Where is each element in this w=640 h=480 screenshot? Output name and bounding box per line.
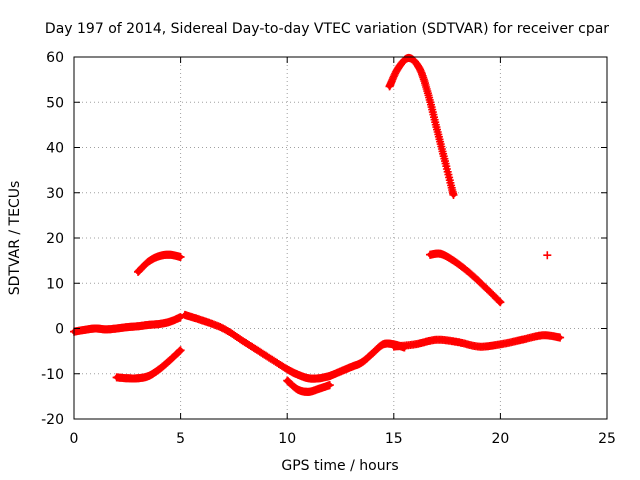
data-point-marker — [556, 333, 565, 342]
series-arc-baseline-b — [389, 331, 565, 351]
data-point-marker — [176, 253, 185, 261]
x-tick-label: 15 — [385, 431, 403, 447]
x-tick-label: 20 — [491, 431, 509, 447]
series-isolated-point — [543, 251, 552, 260]
data-point-marker — [176, 313, 185, 322]
data-point-marker — [494, 296, 503, 305]
y-tick-label: 50 — [46, 95, 64, 111]
y-tick-label: -20 — [41, 412, 64, 428]
series-layer — [70, 53, 565, 396]
y-tick-label: 60 — [46, 50, 64, 66]
data-point-marker — [543, 251, 552, 260]
x-tick-label: 25 — [598, 431, 616, 447]
y-axis-label: SDTVAR / TECUs — [7, 181, 23, 296]
y-tick-label: -10 — [41, 367, 64, 383]
series-arc-dip-lower — [283, 376, 334, 396]
y-tick-label: 20 — [46, 231, 64, 247]
tick-layer: 0 5 10 15 20 25 -20 -10 0 10 20 30 40 50 60 — [41, 50, 616, 447]
data-point-marker — [449, 191, 458, 199]
chart-title: Day 197 of 2014, Sidereal Day-to-day VTE… — [45, 21, 609, 37]
series-arc-hump-right — [426, 249, 505, 307]
y-tick-label: 40 — [46, 141, 64, 157]
y-tick-label: 0 — [55, 322, 64, 338]
data-point-marker — [496, 298, 505, 307]
x-tick-label: 5 — [176, 431, 185, 447]
series-arc-lower-rise — [112, 346, 185, 383]
data-point-marker — [325, 381, 334, 390]
data-point-marker — [176, 346, 185, 355]
x-tick-label: 0 — [70, 431, 79, 447]
series-arc-peak — [385, 53, 458, 199]
series-arc-descent — [180, 310, 334, 383]
grid-layer — [74, 57, 607, 419]
series-arc-hump-left — [134, 250, 185, 276]
x-tick-label: 10 — [278, 431, 296, 447]
series-arc-baseline-a — [70, 313, 185, 336]
x-axis-label: GPS time / hours — [281, 458, 398, 474]
y-tick-label: 30 — [46, 186, 64, 202]
y-tick-label: 10 — [46, 276, 64, 292]
